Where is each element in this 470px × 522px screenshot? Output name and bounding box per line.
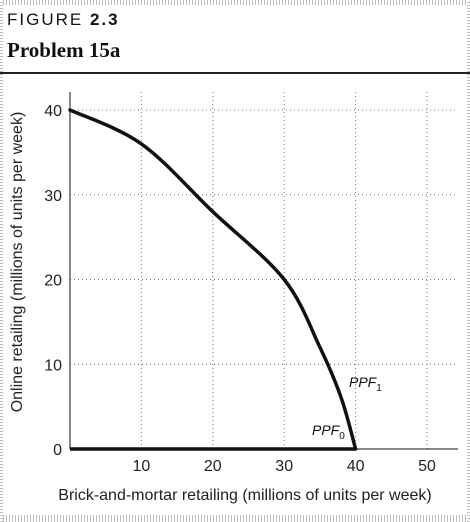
title-rule [0,72,470,74]
figure-label-number: 2.3 [89,10,120,29]
y-tick-label-20: 20 [44,273,62,290]
series-label-ppf0-sub: 0 [339,431,345,442]
border-hatch-right [467,0,470,522]
x-tick-label-50: 50 [418,458,436,475]
y-tick-label-40: 40 [44,103,62,120]
x-tick-label-40: 40 [347,458,365,475]
series-label-ppf0-main: PPF [312,422,341,438]
y-axis-title: Online retailing (millions of units per … [9,112,26,413]
series-layer [68,108,358,451]
border-hatch-left [0,0,3,522]
series-label-ppf1-sub: 1 [376,383,382,394]
figure-label: FIGURE 2.3 [7,10,120,30]
axes-layer [69,92,458,450]
y-tick-label-30: 30 [44,188,62,205]
series-line-ppf1 [68,108,358,451]
y-tick-label-10: 10 [44,357,62,374]
x-tick-label-10: 10 [133,458,151,475]
series-label-ppf1: PPF1 [349,374,382,394]
y-tick-label-0: 0 [53,442,62,459]
x-tick-label-20: 20 [204,458,222,475]
figure-title: Problem 15a [7,38,121,62]
border-hatch-bottom [0,515,470,522]
figure-label-word: FIGURE [7,10,84,29]
series-label-ppf0: PPF0 [312,422,345,442]
x-tick-label-30: 30 [275,458,293,475]
grid-layer [70,92,458,449]
series-label-ppf1-main: PPF [349,374,378,390]
border-hatch-top [0,0,470,5]
x-axis-title: Brick-and-mortar retailing (millions of … [58,487,431,504]
